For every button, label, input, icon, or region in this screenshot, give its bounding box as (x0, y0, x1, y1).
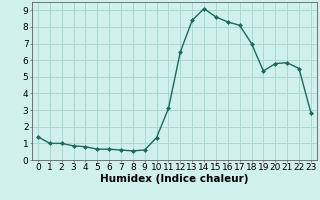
X-axis label: Humidex (Indice chaleur): Humidex (Indice chaleur) (100, 174, 249, 184)
